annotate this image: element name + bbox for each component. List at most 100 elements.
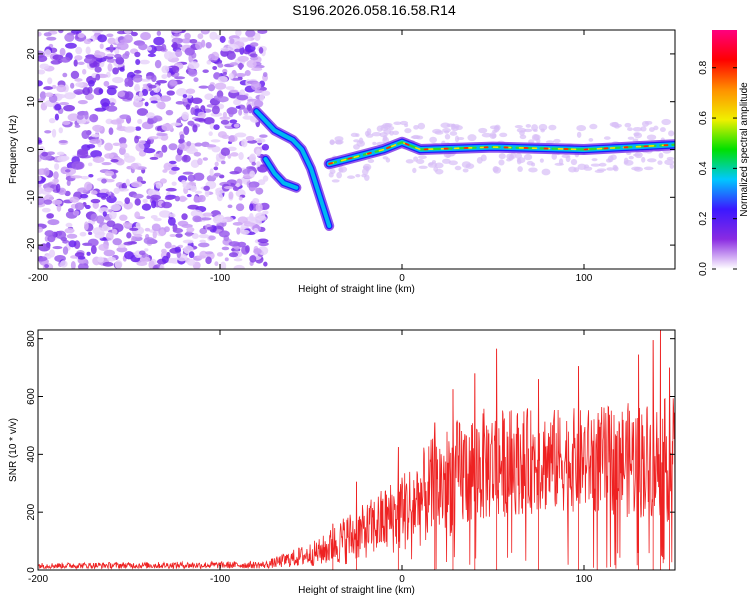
noise-blob bbox=[146, 139, 151, 145]
halo-blob bbox=[597, 168, 607, 172]
halo-blob bbox=[590, 163, 601, 167]
halo-blob bbox=[462, 168, 469, 173]
noise-blob bbox=[119, 142, 128, 149]
noise-blob bbox=[104, 142, 113, 151]
noise-blob bbox=[239, 89, 246, 96]
snr-y-tick-label: 400 bbox=[26, 446, 37, 463]
noise-blob bbox=[83, 221, 89, 231]
noise-blob bbox=[106, 33, 114, 38]
noise-blob bbox=[123, 155, 136, 163]
noise-blob bbox=[83, 38, 92, 45]
noise-blob bbox=[124, 50, 130, 57]
noise-blob bbox=[253, 99, 264, 108]
noise-blob bbox=[130, 162, 139, 170]
noise-blob bbox=[98, 207, 110, 214]
noise-blob bbox=[136, 108, 149, 116]
noise-blob bbox=[220, 119, 230, 125]
noise-blob bbox=[168, 169, 177, 175]
noise-blob bbox=[198, 234, 210, 239]
noise-blob bbox=[240, 229, 250, 235]
noise-blob bbox=[199, 227, 208, 235]
noise-blob bbox=[132, 193, 144, 199]
noise-blob bbox=[213, 124, 220, 131]
noise-blob bbox=[236, 227, 241, 235]
noise-blob bbox=[229, 89, 239, 94]
noise-blob bbox=[164, 241, 172, 249]
halo-blob bbox=[367, 158, 375, 163]
noise-blob bbox=[96, 192, 109, 198]
noise-blob bbox=[51, 84, 57, 89]
spectrogram-y-tick-label: -20 bbox=[26, 237, 37, 252]
spectrogram-x-tick-label: 100 bbox=[576, 273, 593, 284]
noise-blob bbox=[48, 249, 56, 258]
noise-blob bbox=[233, 258, 243, 262]
halo-blob bbox=[536, 138, 541, 144]
noise-blob bbox=[220, 160, 226, 165]
noise-blob bbox=[187, 120, 195, 126]
noise-blob bbox=[63, 104, 75, 112]
halo-blob bbox=[623, 159, 634, 166]
noise-blob bbox=[90, 213, 98, 222]
noise-blob bbox=[246, 59, 257, 69]
noise-blob bbox=[185, 103, 191, 110]
halo-blob bbox=[404, 128, 412, 134]
noise-blob bbox=[52, 54, 64, 61]
noise-blob bbox=[106, 53, 115, 57]
noise-blob bbox=[94, 107, 107, 112]
noise-blob bbox=[104, 178, 115, 183]
noise-blob bbox=[89, 138, 101, 144]
noise-blob bbox=[152, 230, 157, 239]
noise-blob bbox=[44, 130, 52, 134]
noise-blob bbox=[99, 43, 104, 50]
noise-blob bbox=[262, 175, 269, 182]
halo-blob bbox=[454, 135, 460, 143]
colorbar-tick-label: 0.2 bbox=[698, 211, 709, 225]
noise-blob bbox=[140, 31, 151, 41]
halo-blob bbox=[666, 156, 675, 161]
noise-blob bbox=[131, 181, 143, 188]
noise-blob bbox=[208, 53, 216, 61]
halo-blob bbox=[598, 162, 607, 167]
snr-y-tick-label: 200 bbox=[26, 503, 37, 520]
noise-blob bbox=[134, 211, 141, 219]
noise-blob bbox=[94, 66, 102, 73]
noise-blob bbox=[226, 107, 238, 115]
colorbar-gradient bbox=[712, 30, 737, 269]
noise-blob bbox=[227, 204, 233, 209]
halo-blob bbox=[499, 132, 508, 138]
halo-blob bbox=[450, 125, 459, 132]
noise-blob bbox=[149, 96, 158, 102]
noise-blob bbox=[191, 97, 203, 104]
snr-x-tick-label: 0 bbox=[399, 574, 405, 585]
halo-blob bbox=[382, 156, 389, 160]
noise-blob bbox=[193, 77, 199, 83]
noise-blob bbox=[259, 134, 268, 138]
noise-blob bbox=[163, 162, 173, 171]
noise-blob bbox=[130, 31, 138, 37]
noise-blob bbox=[181, 179, 187, 185]
noise-blob bbox=[109, 97, 115, 102]
noise-blob bbox=[225, 86, 235, 91]
noise-blob bbox=[126, 232, 132, 239]
noise-blob bbox=[181, 213, 188, 221]
noise-blob bbox=[107, 63, 113, 72]
noise-blob bbox=[228, 135, 235, 143]
noise-blob bbox=[98, 243, 109, 251]
noise-blob bbox=[62, 120, 71, 125]
noise-blob bbox=[133, 94, 140, 103]
noise-blob bbox=[193, 172, 205, 181]
halo-blob bbox=[428, 162, 434, 166]
halo-blob bbox=[515, 152, 523, 160]
noise-blob bbox=[60, 155, 70, 161]
noise-blob bbox=[58, 127, 64, 134]
noise-blob bbox=[73, 59, 78, 67]
noise-blob bbox=[185, 230, 193, 237]
noise-blob bbox=[213, 172, 221, 177]
noise-blob bbox=[80, 193, 89, 199]
halo-blob bbox=[558, 158, 564, 166]
noise-blob bbox=[219, 35, 226, 43]
noise-blob bbox=[205, 144, 217, 148]
noise-blob bbox=[70, 30, 82, 34]
noise-blob bbox=[161, 144, 168, 153]
